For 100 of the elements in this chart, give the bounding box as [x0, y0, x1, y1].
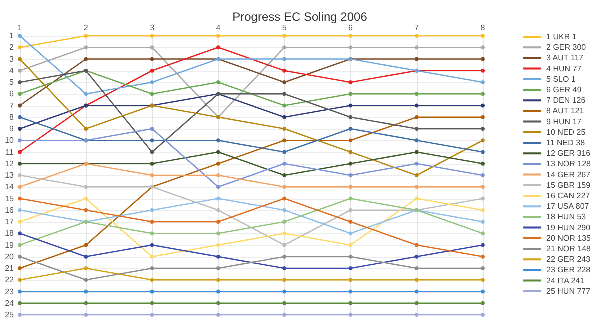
point [348, 196, 353, 201]
point [282, 196, 287, 201]
point [150, 92, 154, 96]
point [481, 46, 485, 50]
point [84, 243, 88, 248]
point [84, 301, 88, 306]
point [282, 34, 287, 38]
point [18, 220, 22, 224]
point [150, 127, 154, 131]
point [18, 68, 22, 73]
point [282, 174, 287, 178]
y-tick-label: 16 [5, 206, 15, 215]
y-tick-label: 14 [5, 182, 15, 192]
y-tick-label: 15 [5, 194, 15, 204]
point [18, 254, 22, 259]
point [414, 150, 419, 154]
point [150, 162, 154, 166]
point [216, 232, 220, 236]
point [481, 185, 485, 190]
point [481, 254, 485, 259]
point [84, 254, 88, 259]
point [414, 266, 419, 270]
point [348, 266, 353, 270]
point [481, 243, 485, 248]
point [150, 220, 154, 224]
legend-label: 4 HUN 77 [546, 64, 582, 74]
point [282, 46, 287, 50]
y-tick-label: 22 [5, 276, 15, 285]
y-tick-label: 21 [5, 264, 15, 273]
point [414, 138, 419, 143]
point [414, 127, 419, 131]
legend-label: 8 AUT 121 [546, 106, 585, 116]
point [18, 301, 22, 306]
point [414, 162, 419, 166]
y-tick-label: 24 [5, 298, 15, 308]
point [414, 185, 419, 190]
point [216, 46, 220, 50]
point [18, 232, 22, 236]
point [150, 313, 154, 317]
point [18, 127, 22, 131]
point [414, 313, 419, 317]
point [414, 46, 419, 50]
point [348, 254, 353, 259]
legend-label: 23 GER 228 [546, 266, 592, 275]
y-tick-label: 4 [10, 66, 15, 76]
point [150, 208, 154, 212]
point [150, 80, 154, 84]
point [18, 138, 22, 143]
point [481, 68, 485, 73]
point [282, 254, 287, 259]
point [282, 266, 287, 270]
y-tick-label: 6 [10, 90, 15, 99]
point [282, 104, 287, 108]
point [150, 243, 154, 248]
point [481, 80, 485, 84]
point [84, 34, 88, 38]
point [216, 138, 220, 143]
legend-label: 13 NOR 128 [546, 160, 592, 169]
y-tick-label: 1 [10, 32, 15, 40]
point [348, 104, 353, 108]
point [150, 57, 154, 62]
point [348, 208, 353, 212]
point [18, 290, 22, 294]
point [18, 92, 22, 96]
point [84, 290, 88, 294]
legend-label: 22 GER 243 [546, 255, 592, 264]
x-tick-label: 2 [84, 24, 89, 32]
point [150, 278, 154, 282]
point [84, 313, 88, 317]
point [216, 208, 220, 212]
point [282, 278, 287, 282]
point [348, 290, 353, 294]
point [414, 290, 419, 294]
legend-label: 16 CAN 227 [546, 192, 591, 200]
x-tick-label: 5 [282, 24, 288, 32]
point [348, 313, 353, 317]
point [150, 266, 154, 270]
point [84, 266, 88, 270]
point [84, 92, 88, 96]
point [481, 313, 485, 317]
point [216, 150, 220, 154]
point [348, 138, 353, 143]
point [414, 243, 419, 248]
point [348, 127, 353, 131]
point [481, 115, 485, 120]
point [348, 150, 353, 154]
legend-label: 12 GER 316 [546, 149, 592, 158]
point [18, 196, 22, 201]
point [481, 196, 485, 201]
y-tick-label: 2 [10, 43, 15, 52]
point [414, 104, 419, 108]
point [18, 185, 22, 190]
point [282, 208, 287, 212]
legend-label: 10 NED 25 [546, 128, 586, 137]
point [282, 290, 287, 294]
legend-label: 14 GER 267 [546, 170, 592, 180]
point [216, 196, 220, 201]
point [84, 57, 88, 62]
point [348, 185, 353, 190]
point [216, 278, 220, 282]
